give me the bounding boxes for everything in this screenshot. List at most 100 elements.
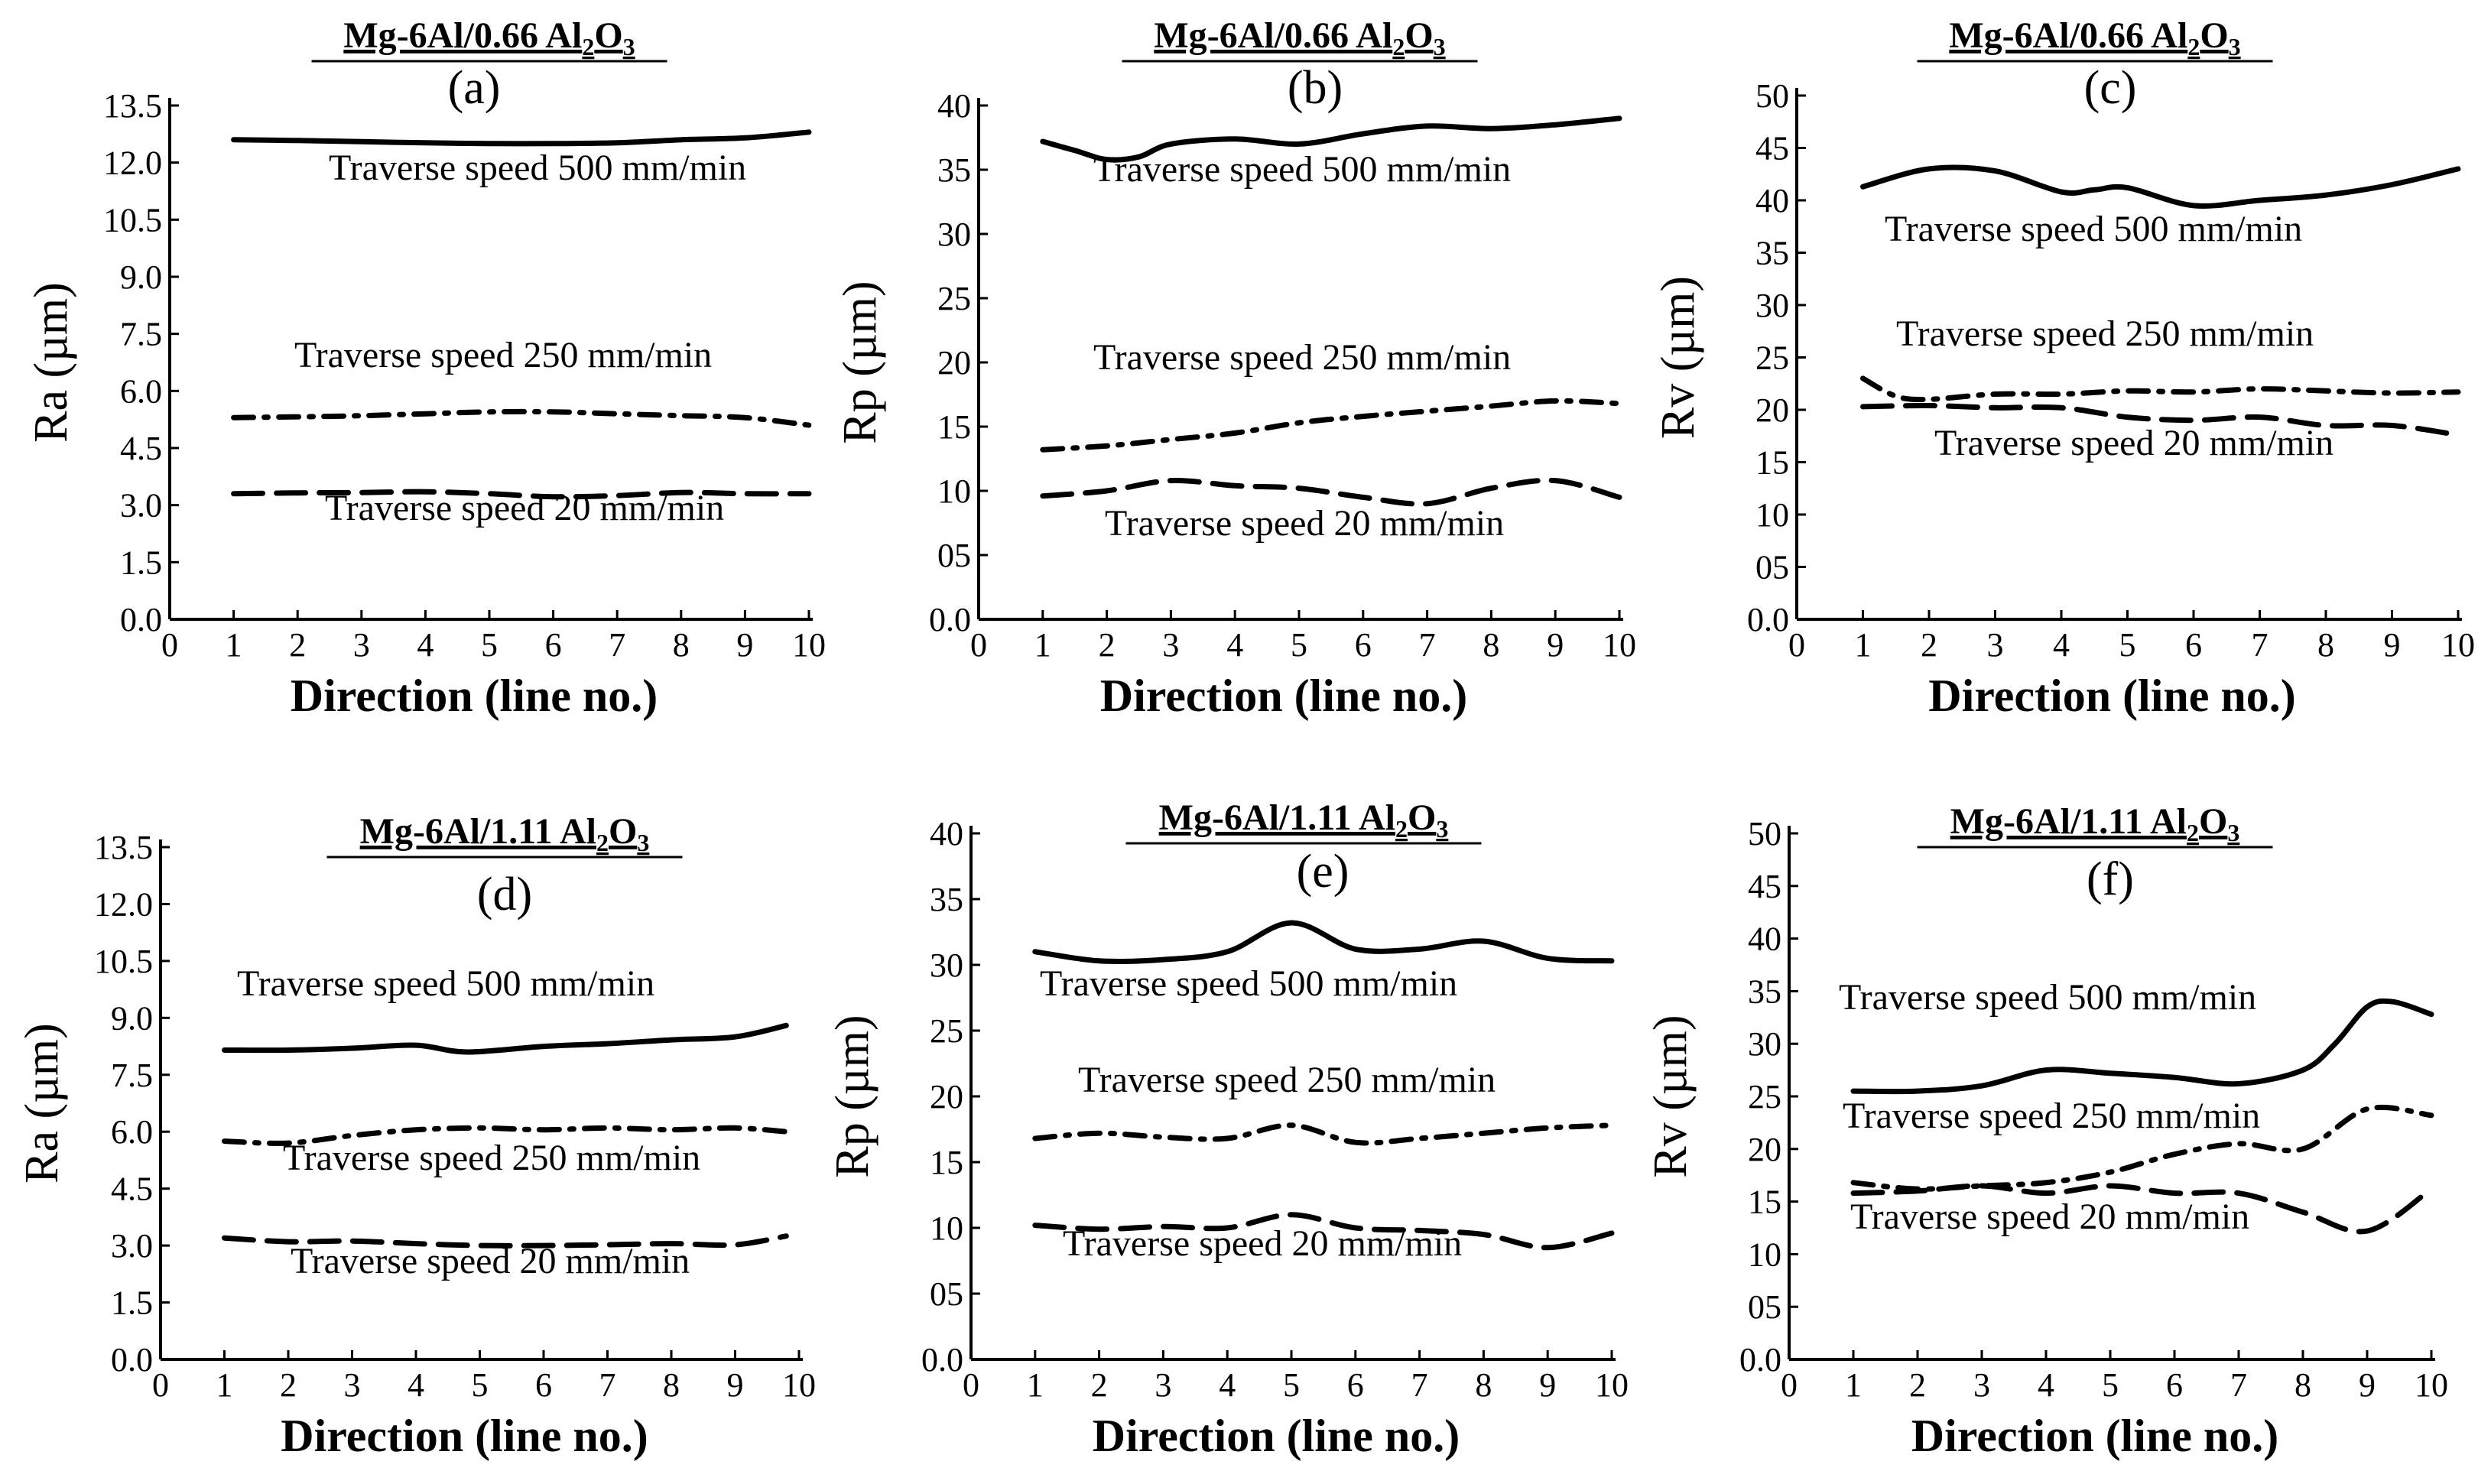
x-tick-label: 3	[344, 1366, 361, 1404]
y-tick-label: 13.5	[94, 829, 153, 866]
y-tick-label: 20	[930, 1078, 963, 1115]
y-tick-label: 9.0	[120, 258, 162, 296]
x-tick-label: 3	[1162, 626, 1179, 664]
series-label: Traverse speed 500 mm/min	[1885, 209, 2302, 249]
x-tick-label: 3	[1155, 1366, 1171, 1404]
y-axis-label: Rp (µm)	[827, 1015, 879, 1177]
series-line-dashdot	[231, 408, 812, 428]
y-tick-label: 05	[1755, 549, 1789, 586]
x-tick-label: 7	[1411, 1366, 1428, 1404]
x-axis-label: Direction (line no.)	[281, 1411, 648, 1461]
x-tick-label: 2	[289, 626, 306, 664]
y-tick-label: 25	[930, 1012, 963, 1050]
y-tick-label: 25	[937, 280, 971, 317]
panel-title: Mg-6Al/1.11 Al2O3	[1950, 801, 2240, 846]
y-tick-label: 10	[1748, 1236, 1781, 1273]
x-tick-label: 4	[408, 1366, 424, 1404]
y-axis-label: Rp (µm)	[834, 281, 886, 443]
x-tick-label: 9	[727, 1366, 744, 1404]
x-tick-label: 5	[2119, 626, 2136, 664]
panel-label: (c)	[2084, 62, 2137, 114]
y-tick-label: 20	[937, 344, 971, 382]
y-tick-label: 6.0	[120, 372, 162, 410]
x-tick-label: 8	[1483, 626, 1499, 664]
panel-label: (e)	[1297, 846, 1349, 898]
y-tick-label: 45	[1748, 868, 1781, 905]
chart-panel-b: 0 1 2 3 4 5 6 7 8 9 10 0.0 05 10 15 20 25 30 35 40 Direction…	[834, 15, 1636, 721]
y-axis-label: Rv (µm)	[1645, 1015, 1697, 1177]
chart-panel-d: 0 1 2 3 4 5 6 7 8 9 10 0.0 1.5 3.0 4.5 6.0 7.5 9.0 10.5 12.…	[16, 811, 816, 1461]
y-tick-label: 12.0	[94, 885, 153, 923]
y-tick-label: 15	[1755, 444, 1789, 482]
y-tick-label: 50	[1748, 815, 1781, 852]
x-axis-label: Direction (line no.)	[1928, 671, 2296, 721]
y-tick-label: 30	[1748, 1025, 1781, 1063]
x-tick-label: 10	[1595, 1366, 1629, 1404]
y-tick-label: 0.0	[120, 601, 162, 638]
series-line-dashed	[231, 489, 812, 500]
chart-panel-a: 0 1 2 3 4 5 6 7 8 9 10 0.0 1.5 3.0 4.5 6.0 7.5 9.0 10.5 12.…	[25, 15, 826, 721]
x-tick-label: 9	[1539, 1366, 1556, 1404]
x-tick-label: 5	[1283, 1366, 1300, 1404]
y-tick-label: 15	[937, 408, 971, 446]
x-tick-label: 0	[161, 626, 178, 664]
series-line-solid	[1032, 920, 1615, 965]
x-tick-label: 4	[2053, 626, 2070, 664]
chart-panel-f: 0 1 2 3 4 5 6 7 8 9 100.005101520253035404550Direc…	[1645, 801, 2448, 1461]
y-axis-label: Ra (µm)	[25, 282, 77, 443]
series-label: Traverse speed 20 mm/min	[1934, 423, 2333, 463]
series-label: Traverse speed 500 mm/min	[1040, 963, 1457, 1004]
x-tick-label: 9	[2359, 1366, 2376, 1404]
x-tick-label: 7	[609, 626, 625, 664]
x-tick-label: 8	[2317, 626, 2334, 664]
x-tick-label: 1	[216, 1366, 233, 1404]
y-tick-label: 3.0	[120, 487, 162, 524]
series-label: Traverse speed 20 mm/min	[1105, 503, 1504, 544]
x-tick-label: 8	[673, 626, 690, 664]
y-tick-label: 30	[930, 947, 963, 984]
y-tick-label: 05	[1748, 1288, 1781, 1326]
x-tick-label: 6	[2185, 626, 2202, 664]
y-tick-label: 7.5	[120, 316, 162, 353]
panel-label: (a)	[448, 62, 501, 114]
x-tick-label: 3	[353, 626, 370, 664]
x-tick-label: 1	[1027, 1366, 1044, 1404]
x-tick-label: 3	[1973, 1366, 1990, 1404]
x-tick-label: 2	[1091, 1366, 1108, 1404]
x-tick-label: 1	[1034, 626, 1051, 664]
series-label: Traverse speed 250 mm/min	[294, 335, 712, 375]
y-tick-label: 25	[1748, 1078, 1781, 1115]
series-line-dashed	[1850, 1183, 2434, 1235]
x-tick-label: 10	[1603, 626, 1636, 664]
x-tick-label: 2	[1099, 626, 1116, 664]
series-label: Traverse speed 20 mm/min	[325, 488, 724, 528]
x-axis-label: Direction (line no.)	[1100, 671, 1468, 721]
y-tick-label: 40	[1748, 921, 1781, 958]
series-label: Traverse speed 250 mm/min	[1896, 313, 2314, 354]
y-tick-label: 12.0	[103, 145, 162, 182]
y-tick-label: 1.5	[120, 544, 162, 581]
y-tick-label: 10	[1755, 496, 1789, 534]
x-tick-label: 7	[2230, 1366, 2247, 1404]
y-tick-label: 35	[930, 881, 963, 918]
series-line-dashdot	[222, 1125, 789, 1146]
x-tick-label: 5	[2102, 1366, 2119, 1404]
x-tick-label: 6	[2166, 1366, 2183, 1404]
series-line-dashed	[1040, 477, 1622, 507]
panel-title: Mg-6Al/0.66 Al2O3	[343, 15, 635, 60]
x-tick-label: 0	[1788, 626, 1805, 664]
y-tick-label: 05	[937, 537, 971, 574]
x-tick-label: 7	[2252, 626, 2269, 664]
series-line-solid	[231, 129, 812, 147]
series-line-dashdot	[1032, 1122, 1615, 1146]
series-label: Traverse speed 500 mm/min	[329, 148, 746, 188]
y-tick-label: 10.5	[103, 201, 162, 239]
panel-title: Mg-6Al/1.11 Al2O3	[1159, 797, 1449, 843]
x-tick-label: 0	[1781, 1366, 1798, 1404]
x-tick-label: 6	[545, 626, 562, 664]
series-line-dashdot	[1860, 375, 2461, 403]
y-tick-label: 25	[1755, 339, 1789, 377]
series-label: Traverse speed 250 mm/min	[1093, 337, 1511, 378]
x-tick-label: 9	[1547, 626, 1564, 664]
